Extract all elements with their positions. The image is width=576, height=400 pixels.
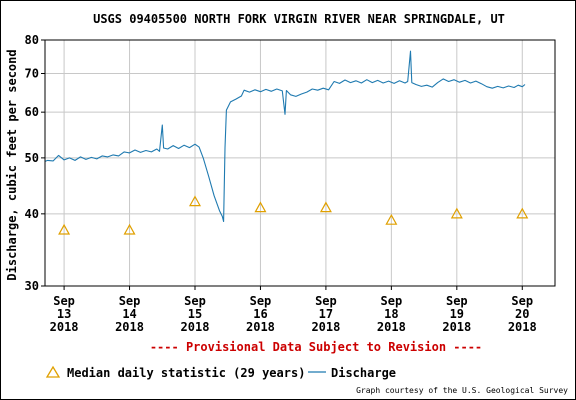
median-triangle-point — [450, 207, 463, 219]
x-tick-label-month: Sep — [381, 294, 403, 308]
x-tick-label-year: 2018 — [181, 320, 210, 334]
median-triangle-point — [188, 195, 202, 207]
x-tick-label-year: 2018 — [442, 320, 471, 334]
median-triangle-point — [58, 223, 71, 235]
legend-triangle-icon — [45, 365, 61, 378]
y-tick-label: 70 — [25, 66, 39, 80]
median-triangle-point — [123, 223, 136, 235]
y-axis-label: Discharge, cubic feet per second — [5, 49, 19, 280]
x-tick-label-month: Sep — [250, 294, 272, 308]
x-tick-label-month: Sep — [446, 294, 468, 308]
median-triangle-point — [319, 201, 332, 213]
median-triangle-point — [254, 201, 267, 213]
x-tick-label-year: 2018 — [50, 320, 79, 334]
median-marker-layer — [58, 195, 529, 235]
provisional-notice: ---- Provisional Data Subject to Revisio… — [150, 340, 482, 354]
y-tick-label: 60 — [25, 105, 39, 119]
y-tick-label: 30 — [25, 279, 39, 293]
chart-title: USGS 09405500 NORTH FORK VIRGIN RIVER NE… — [93, 12, 505, 26]
x-tick-label-day: 18 — [384, 307, 398, 321]
x-tick-label-day: 15 — [188, 307, 202, 321]
y-tick-label: 80 — [25, 33, 39, 47]
series-layer — [44, 50, 526, 223]
y-tick-label: 50 — [25, 151, 39, 165]
discharge-series-line — [44, 50, 526, 223]
median-triangle-point — [516, 207, 529, 219]
grid-layer — [45, 39, 555, 287]
x-tick-label-month: Sep — [184, 294, 206, 308]
x-tick-label-year: 2018 — [377, 320, 406, 334]
legend-median-label: Median daily statistic (29 years) — [67, 366, 305, 380]
x-tick-label-day: 13 — [57, 307, 71, 321]
x-tick-label-day: 20 — [515, 307, 529, 321]
x-tick-label-month: Sep — [119, 294, 141, 308]
x-tick-label-year: 2018 — [311, 320, 340, 334]
plot-area-border — [44, 39, 556, 287]
usgs-credit: Graph courtesy of the U.S. Geological Su… — [356, 386, 568, 395]
x-tick-label-month: Sep — [511, 294, 533, 308]
y-tick-layer: 30 40 50 60 70 80 — [25, 33, 45, 293]
median-triangle-point — [385, 213, 398, 225]
legend: Median daily statistic (29 years) Discha… — [45, 365, 396, 380]
legend-discharge-label: Discharge — [331, 366, 396, 380]
x-tick-label-day: 17 — [319, 307, 333, 321]
x-tick-label-year: 2018 — [115, 320, 144, 334]
y-tick-label: 40 — [25, 207, 39, 221]
x-tick-label-day: 19 — [450, 307, 464, 321]
x-tick-label-year: 2018 — [508, 320, 537, 334]
x-tick-label-month: Sep — [315, 294, 337, 308]
x-tick-label-day: 16 — [253, 307, 267, 321]
x-tick-label-year: 2018 — [246, 320, 275, 334]
x-tick-label-day: 14 — [122, 307, 136, 321]
x-tick-layer: Sep132018Sep142018Sep152018Sep162018Sep1… — [50, 286, 537, 334]
x-tick-label-month: Sep — [53, 294, 75, 308]
